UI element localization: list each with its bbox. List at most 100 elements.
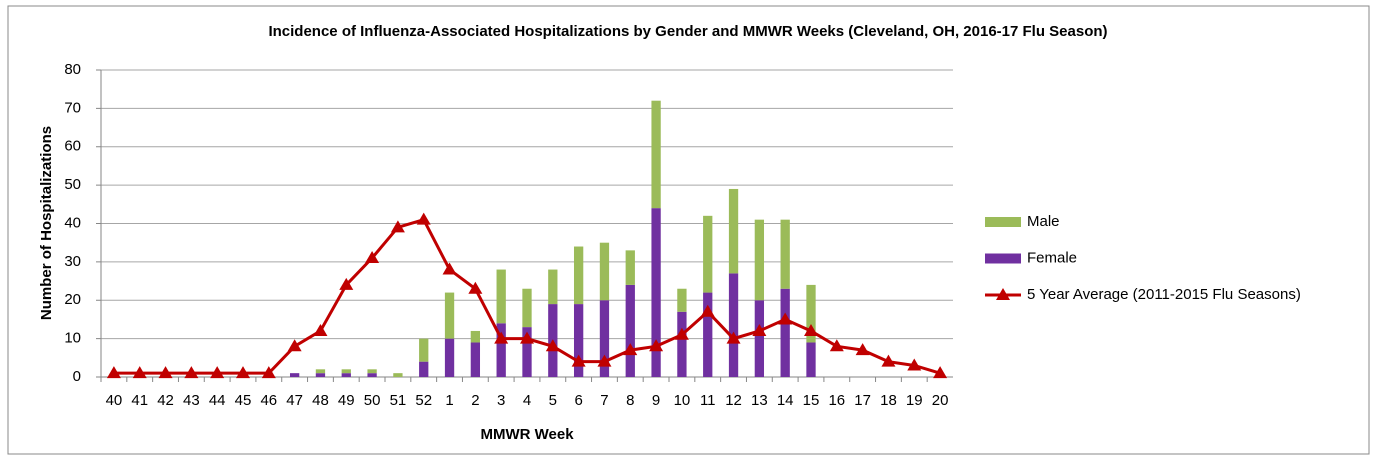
x-tick-label: 43 <box>183 392 200 409</box>
bar <box>470 342 481 377</box>
marker <box>106 366 121 379</box>
bar <box>651 100 661 209</box>
bar <box>728 273 739 377</box>
x-tick-label: 51 <box>390 392 407 409</box>
x-tick-label: 1 <box>445 392 453 409</box>
bar <box>780 288 790 377</box>
marker <box>210 366 225 379</box>
legend-label: Female <box>1027 249 1077 266</box>
x-tick-label: 41 <box>131 392 148 409</box>
bar <box>806 342 816 377</box>
y-tick-label: 30 <box>64 253 81 270</box>
y-tick-label: 40 <box>64 214 81 231</box>
x-tick-label: 5 <box>549 392 557 409</box>
marker <box>158 366 173 379</box>
x-tick-label: 17 <box>854 392 871 409</box>
x-tick-label: 11 <box>700 392 716 409</box>
x-tick-label: 3 <box>497 392 505 409</box>
marker <box>623 343 638 356</box>
x-tick-label: 13 <box>751 392 768 409</box>
bar <box>470 330 481 343</box>
bar <box>522 288 532 328</box>
bar <box>780 219 790 289</box>
bar <box>728 188 739 274</box>
x-tick-label: 2 <box>471 392 479 409</box>
bar <box>419 338 429 362</box>
x-tick-label: 4 <box>523 392 531 409</box>
bar <box>444 292 455 339</box>
x-tick-label: 50 <box>364 392 381 409</box>
marker <box>261 366 276 379</box>
bar <box>703 292 713 377</box>
bar <box>651 208 661 377</box>
x-tick-label: 10 <box>674 392 691 409</box>
marker <box>907 358 922 371</box>
bar <box>677 288 687 312</box>
marker <box>933 366 948 379</box>
x-tick-label: 16 <box>828 392 845 409</box>
bar <box>496 323 506 377</box>
bar <box>599 242 610 301</box>
marker <box>468 281 483 294</box>
marker <box>804 323 818 336</box>
y-axis-title: Number of Hospitalizations <box>38 126 55 320</box>
x-tick-label: 19 <box>906 392 923 409</box>
x-axis-title: MMWR Week <box>480 426 574 443</box>
x-tick-label: 44 <box>209 392 226 409</box>
legend-label: 5 Year Average (2011-2015 Flu Seasons) <box>1027 286 1301 303</box>
chart-border <box>7 5 1370 455</box>
x-tick-label: 42 <box>157 392 174 409</box>
x-tick-label: 47 <box>286 392 303 409</box>
marker <box>829 339 844 352</box>
bar <box>548 269 558 305</box>
marker <box>313 323 328 336</box>
marker <box>597 354 612 367</box>
bar <box>496 269 506 324</box>
y-tick-label: 0 <box>73 368 81 385</box>
x-tick-label: 20 <box>932 392 949 409</box>
marker <box>649 339 664 352</box>
legend-swatch <box>985 217 1021 227</box>
x-tick-label: 52 <box>415 392 432 409</box>
marker <box>442 262 457 275</box>
x-tick-label: 14 <box>777 392 794 409</box>
bar <box>367 369 377 374</box>
bar <box>754 300 765 377</box>
x-tick-label: 18 <box>880 392 897 409</box>
bar <box>573 304 584 377</box>
bar <box>573 246 584 305</box>
bar <box>625 284 635 377</box>
bar <box>341 373 351 377</box>
marker <box>881 354 896 367</box>
x-tick-label: 9 <box>652 392 660 409</box>
y-tick-label: 20 <box>64 291 81 308</box>
bar <box>754 219 765 301</box>
x-tick-label: 46 <box>260 392 277 409</box>
marker <box>132 366 147 379</box>
marker <box>700 304 715 317</box>
chart-title: Incidence of Influenza-Associated Hospit… <box>268 23 1107 40</box>
bar <box>625 250 635 285</box>
legend-swatch <box>985 253 1021 264</box>
marker <box>726 331 741 344</box>
marker <box>778 312 793 325</box>
marker <box>674 327 689 340</box>
marker <box>339 277 354 290</box>
x-tick-label: 7 <box>600 392 608 409</box>
bar <box>599 300 610 377</box>
x-tick-label: 6 <box>574 392 582 409</box>
marker <box>365 251 380 264</box>
bar <box>393 373 403 377</box>
y-tick-label: 60 <box>64 138 81 155</box>
bar <box>703 215 713 293</box>
x-tick-label: 40 <box>106 392 123 409</box>
legend-label: Male <box>1027 213 1060 230</box>
x-tick-label: 48 <box>312 392 329 409</box>
marker <box>416 212 431 225</box>
marker <box>390 220 405 233</box>
x-tick-label: 8 <box>626 392 634 409</box>
x-tick-label: 15 <box>803 392 820 409</box>
legend-marker <box>996 288 1010 300</box>
